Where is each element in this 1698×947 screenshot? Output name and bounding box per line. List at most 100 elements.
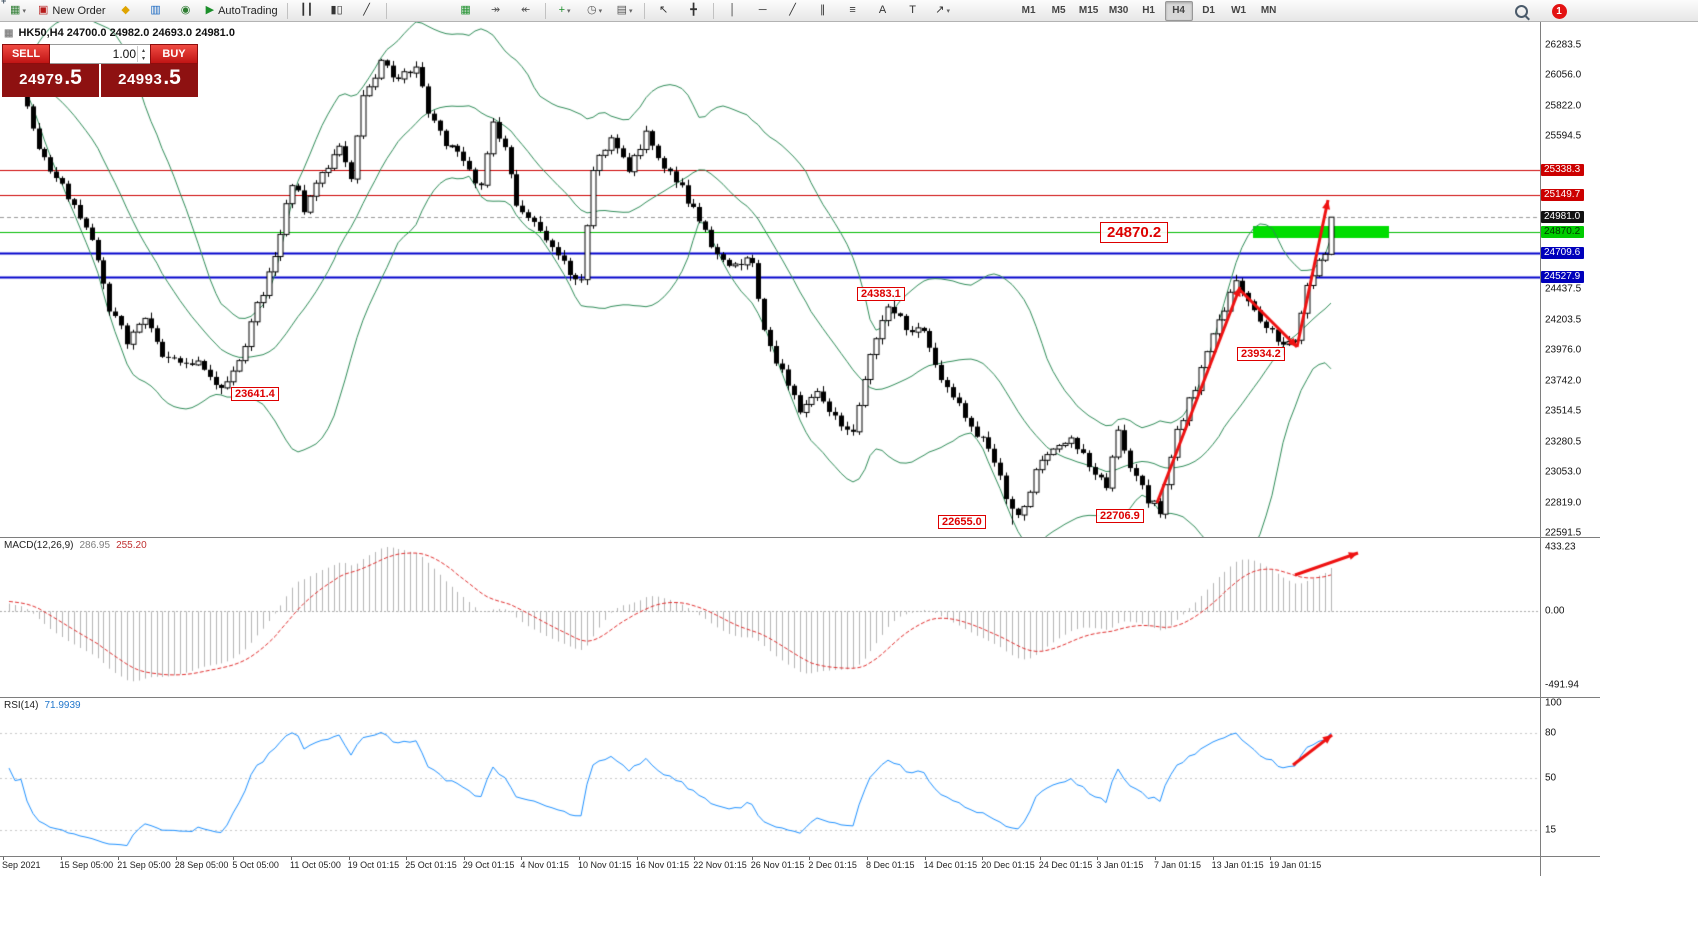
time-axis[interactable]: Sep 2021 15 Sep 05:00 21 Sep 05:00 28 Sep 0… <box>0 856 1600 877</box>
time-tick <box>1039 856 1041 860</box>
timeframe-h4[interactable]: H4 <box>1164 0 1193 21</box>
time-label: 24 Dec 01:15 <box>1038 860 1093 870</box>
fibonacci-button[interactable]: ≡ <box>839 1 867 21</box>
price-line-label: 24981.0 <box>1541 211 1585 224</box>
timeframe-m15[interactable]: M15 <box>1078 5 1099 16</box>
auto-scroll-button[interactable]: ↠ <box>482 1 510 21</box>
new-chart-button[interactable]: ▦ ▾ <box>4 1 32 21</box>
macd-panel[interactable]: MACD(12,26,9) 286.95 255.20 <box>0 537 1540 697</box>
price-annotation[interactable]: 24870.2 <box>1100 222 1169 243</box>
new-order-button[interactable]: ▣ New Order <box>34 1 110 21</box>
indicators-button[interactable]: + ▾ <box>551 1 579 21</box>
search-button[interactable] <box>1507 1 1535 21</box>
rsi-canvas[interactable] <box>0 697 1540 856</box>
buy-button[interactable]: BUY <box>150 44 198 64</box>
time-tick <box>60 856 62 860</box>
price-chart-canvas[interactable] <box>0 22 1540 537</box>
price-annotation[interactable]: 24383.1 <box>857 287 905 301</box>
timeframe-mn[interactable]: MN <box>1260 5 1277 16</box>
arrows-tool-icon: ↗ <box>935 4 945 16</box>
time-label: 28 Sep 05:00 <box>174 860 229 870</box>
rsi-panel[interactable]: RSI(14) 71.9939 <box>0 697 1540 856</box>
candlestick-chart-button[interactable]: ▮▯ <box>323 1 351 21</box>
metaeditor-button[interactable]: ◆ <box>112 1 140 21</box>
toolbar-right-group: 1 <box>1506 0 1574 22</box>
buy-price-frac: .5 <box>163 66 181 89</box>
channel-button[interactable]: ∥ <box>809 1 837 21</box>
trendline-button[interactable]: ╱ <box>779 1 807 21</box>
sell-button[interactable]: SELL <box>2 44 50 64</box>
channel-icon: ∥ <box>819 4 826 16</box>
zoom-in-button[interactable] <box>392 1 420 21</box>
volume-spin-buttons[interactable]: ▴ ▾ <box>137 46 149 62</box>
time-label: 5 Oct 05:00 <box>232 860 279 870</box>
time-tick <box>118 856 120 860</box>
toolbar-separator <box>286 2 288 19</box>
one-click-trading-panel: SELL 1.00 ▴ ▾ BUY 24979 .5 24993 .5 <box>2 44 198 97</box>
price-line-label: 25149.7 <box>1541 188 1585 201</box>
price-annotation[interactable]: 22655.0 <box>938 515 986 529</box>
buy-price-display[interactable]: 24993 .5 <box>101 64 198 97</box>
time-label: 29 Oct 01:15 <box>462 860 515 870</box>
text-label-button[interactable]: T <box>899 1 927 21</box>
panel-separator[interactable] <box>0 537 1600 538</box>
price-chart-panel[interactable]: ▦ HK50,H4 24700.0 24982.0 24693.0 24981.… <box>0 22 1540 537</box>
templates-button[interactable]: ▤ ▾ <box>611 1 639 21</box>
price-axis-border <box>1540 22 1541 876</box>
dropdown-arrow-icon: ▾ <box>567 7 571 15</box>
timeframe-w1[interactable]: W1 <box>1231 5 1247 16</box>
chart-shift-button[interactable]: ↞ <box>512 1 540 21</box>
new-order-icon: ▣ <box>38 4 49 16</box>
timeframe-d1[interactable]: D1 <box>1202 5 1215 16</box>
sell-price-display[interactable]: 24979 .5 <box>2 64 99 97</box>
main-toolbar: ▦ ▾ ▣ New Order ◆ ▥ ◉ ▶ AutoTrading ┃┃ ▮▯ ╱ ▦ ↠ ↞ + ▾ ◷ ▾ ▤… <box>0 0 1698 22</box>
price-tick-label: 22591.5 <box>1545 527 1582 539</box>
time-tick <box>809 856 811 860</box>
volume-down-icon[interactable]: ▾ <box>141 55 145 62</box>
time-tick <box>1155 856 1156 860</box>
sell-price-frac: .5 <box>64 66 82 89</box>
rsi-scale-label: 50 <box>1545 772 1557 783</box>
price-annotation[interactable]: 22706.9 <box>1096 509 1144 523</box>
cursor-button[interactable]: ↖ <box>650 1 678 21</box>
price-tick-label: 26283.5 <box>1545 39 1582 51</box>
autotrading-button[interactable]: ▶ AutoTrading <box>202 1 282 21</box>
timeframe-h1[interactable]: H1 <box>1142 5 1155 16</box>
crosshair-button[interactable]: ╋ <box>680 1 708 21</box>
timeframe-m5[interactable]: M5 <box>1051 5 1066 16</box>
vertical-line-button[interactable]: │ <box>719 1 747 21</box>
zoom-out-button[interactable] <box>422 1 450 21</box>
time-tick <box>579 856 580 860</box>
trendline-icon: ╱ <box>789 4 796 16</box>
text-button[interactable]: A <box>869 1 897 21</box>
price-annotation[interactable]: 23641.4 <box>231 387 279 401</box>
rsi-scale-label: 100 <box>1545 697 1562 709</box>
navigator-button[interactable]: ◉ <box>172 1 200 21</box>
time-label: 19 Jan 01:15 <box>1269 860 1322 870</box>
chart-icon: ▦ <box>4 27 14 39</box>
volume-stepper[interactable]: 1.00 ▴ ▾ <box>50 44 150 64</box>
rsi-axis[interactable]: 100 80 50 15 <box>1541 697 1600 856</box>
price-annotation[interactable]: 23934.2 <box>1237 347 1285 361</box>
timeframe-m1[interactable]: M1 <box>1021 5 1036 16</box>
dropdown-arrow-icon: ▾ <box>598 7 603 15</box>
price-axis[interactable]: 26283.5 26056.0 25822.0 25594.5 24437.5 24203… <box>1541 22 1600 539</box>
time-label: Sep 2021 <box>2 860 41 870</box>
time-label: 22 Nov 01:15 <box>693 860 747 870</box>
volume-up-icon[interactable]: ▴ <box>141 47 145 54</box>
periods-button[interactable]: ◷ ▾ <box>581 1 609 21</box>
auto-scroll-icon: ↠ <box>490 4 501 16</box>
time-label: 2 Dec 01:15 <box>808 860 857 870</box>
bar-chart-button[interactable]: ┃┃ <box>293 1 321 21</box>
panel-separator[interactable] <box>0 697 1600 698</box>
line-chart-button[interactable]: ╱ <box>353 1 381 21</box>
market-watch-button[interactable]: ▥ <box>142 1 170 21</box>
tile-windows-button[interactable]: ▦ <box>452 1 480 21</box>
rsi-label: RSI(14) 71.9939 <box>4 700 81 711</box>
macd-canvas[interactable] <box>0 537 1540 697</box>
notification-badge[interactable]: 1 <box>1545 1 1573 21</box>
macd-axis[interactable]: 433.23 0.00 -491.94 <box>1541 537 1600 697</box>
timeframe-m30[interactable]: M30 <box>1108 5 1129 16</box>
horizontal-line-button[interactable]: ─ <box>749 1 777 21</box>
arrows-tool-button[interactable]: ↗ ▾ <box>929 1 957 21</box>
